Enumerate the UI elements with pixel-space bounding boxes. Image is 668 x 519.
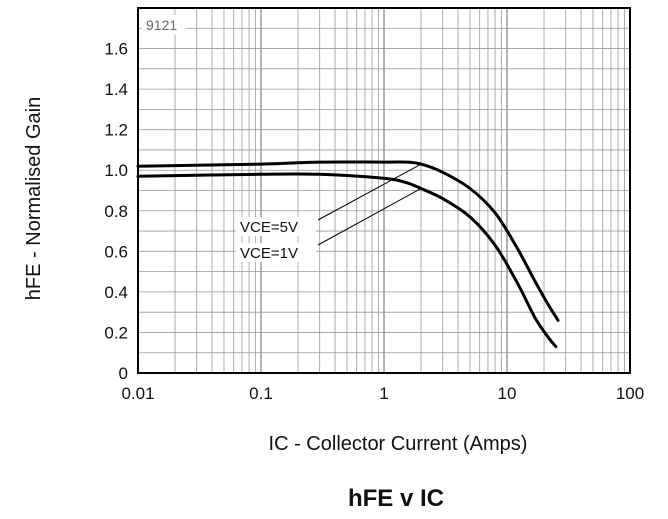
plot-frame — [137, 7, 631, 374]
x-tick-label: 100 — [616, 384, 644, 403]
y-tick-label: 1.0 — [104, 161, 128, 180]
series-line-1 — [136, 160, 560, 322]
x-tick-label: 1 — [379, 384, 388, 403]
y-tick-label: 0.8 — [104, 202, 128, 221]
y-axis-label: hFE - Normalised Gain — [23, 97, 45, 300]
series-annotations: VCE=5V VCE=1V — [236, 163, 422, 262]
grid — [137, 8, 630, 373]
y-tick-labels: 0 0.2 0.4 0.6 0.8 1.0 1.2 1.4 1.6 — [104, 40, 128, 383]
x-tick-label: 0.01 — [121, 384, 154, 403]
y-tick-label: 0.6 — [104, 242, 128, 261]
annotation-leader-1 — [317, 163, 422, 221]
annotation-background — [236, 217, 316, 236]
x-tick-label: 10 — [498, 384, 517, 403]
x-axis-label: IC - Collector Current (Amps) — [269, 433, 528, 455]
y-tick-label: 1.6 — [104, 40, 128, 59]
annotation-background — [236, 243, 316, 262]
figure-code-label: 9121 — [146, 17, 177, 33]
annotation-label-1: VCE=5V — [240, 219, 298, 236]
chart-title: hFE v IC — [348, 485, 444, 512]
y-tick-label: 0 — [119, 364, 128, 383]
y-tick-label: 0.4 — [104, 283, 128, 302]
x-tick-label: 0.1 — [249, 384, 273, 403]
y-tick-label: 0.2 — [104, 323, 128, 342]
series-line-2 — [136, 172, 558, 349]
x-tick-labels: 0.01 0.1 1 10 100 — [121, 384, 644, 403]
series-group — [136, 160, 560, 349]
code-label-background — [142, 15, 186, 35]
annotation-label-2: VCE=1V — [240, 245, 298, 262]
y-tick-label: 1.4 — [104, 80, 128, 99]
y-tick-label: 1.2 — [104, 121, 128, 140]
annotation-leader-2 — [317, 188, 422, 246]
